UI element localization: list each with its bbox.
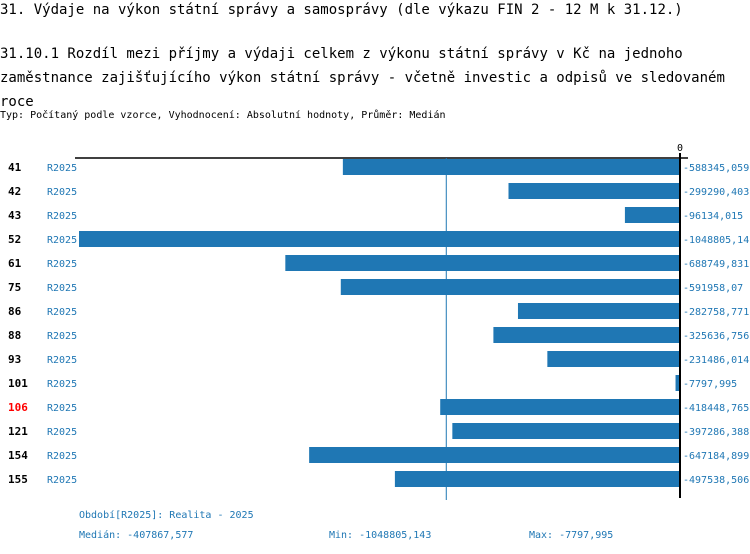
bar-75 [340, 279, 680, 295]
value-label-88: -325636,756 [683, 331, 749, 342]
value-label-52: -1048805,14 [683, 235, 749, 246]
period-label: R2025 [47, 211, 77, 222]
value-label-93: -231486,014 [683, 355, 749, 366]
value-label-42: -299290,403 [683, 187, 749, 198]
bar-101 [675, 375, 680, 391]
period-label: R2025 [47, 451, 77, 462]
footer-period: Období[R2025]: Realita - 2025 [79, 510, 254, 521]
bar-106 [440, 399, 680, 415]
row-label-88: 88 [8, 329, 21, 342]
value-label-106: -418448,765 [683, 403, 749, 414]
row-label-43: 43 [8, 209, 21, 222]
bar-93 [547, 351, 680, 367]
row-label-106: 106 [8, 401, 28, 414]
zero-tick-label: 0 [677, 143, 683, 154]
bar-41 [342, 159, 680, 175]
row-label-155: 155 [8, 473, 28, 486]
row-label-41: 41 [8, 161, 22, 174]
chart-subtitle: 31.10.1 Rozdíl mezi příjmy a výdaji celk… [0, 46, 725, 110]
footer-min: Min: -1048805,143 [329, 530, 432, 541]
value-label-41: -588345,059 [683, 163, 749, 174]
period-label: R2025 [47, 283, 77, 294]
row-label-93: 93 [8, 353, 21, 366]
value-label-86: -282758,771 [683, 307, 749, 318]
period-label: R2025 [47, 427, 77, 438]
value-label-155: -497538,506 [683, 475, 749, 486]
row-label-61: 61 [8, 257, 22, 270]
value-label-154: -647184,899 [683, 451, 749, 462]
period-label: R2025 [47, 163, 77, 174]
row-label-75: 75 [8, 281, 21, 294]
value-label-121: -397286,388 [683, 427, 749, 438]
bar-42 [508, 183, 680, 199]
period-label: R2025 [47, 379, 77, 390]
period-label: R2025 [47, 355, 77, 366]
period-label: R2025 [47, 235, 77, 246]
bar-155 [394, 471, 680, 487]
period-label: R2025 [47, 403, 77, 414]
period-label: R2025 [47, 259, 77, 270]
period-label: R2025 [47, 307, 77, 318]
value-label-101: -7797,995 [683, 379, 737, 390]
row-label-86: 86 [8, 305, 22, 318]
row-label-42: 42 [8, 185, 21, 198]
row-label-52: 52 [8, 233, 21, 246]
value-label-61: -688749,831 [683, 259, 749, 270]
bar-52 [79, 231, 680, 247]
bar-43 [624, 207, 680, 223]
footer-median: Medián: -407867,577 [79, 530, 194, 541]
bar-88 [493, 327, 680, 343]
bar-86 [517, 303, 680, 319]
bar-154 [309, 447, 680, 463]
bar-121 [452, 423, 680, 439]
row-label-101: 101 [8, 377, 28, 390]
bar-61 [285, 255, 680, 271]
chart-meta: Typ: Počítaný podle vzorce, Vyhodnocení:… [0, 110, 446, 121]
period-label: R2025 [47, 187, 77, 198]
row-label-121: 121 [8, 425, 28, 438]
row-label-154: 154 [8, 449, 28, 462]
page-title: 31. Výdaje na výkon státní správy a samo… [0, 2, 683, 18]
period-label: R2025 [47, 475, 77, 486]
value-label-43: -96134,015 [683, 211, 743, 222]
period-label: R2025 [47, 331, 77, 342]
value-label-75: -591958,07 [683, 283, 743, 294]
footer-max: Max: -7797,995 [529, 530, 614, 541]
